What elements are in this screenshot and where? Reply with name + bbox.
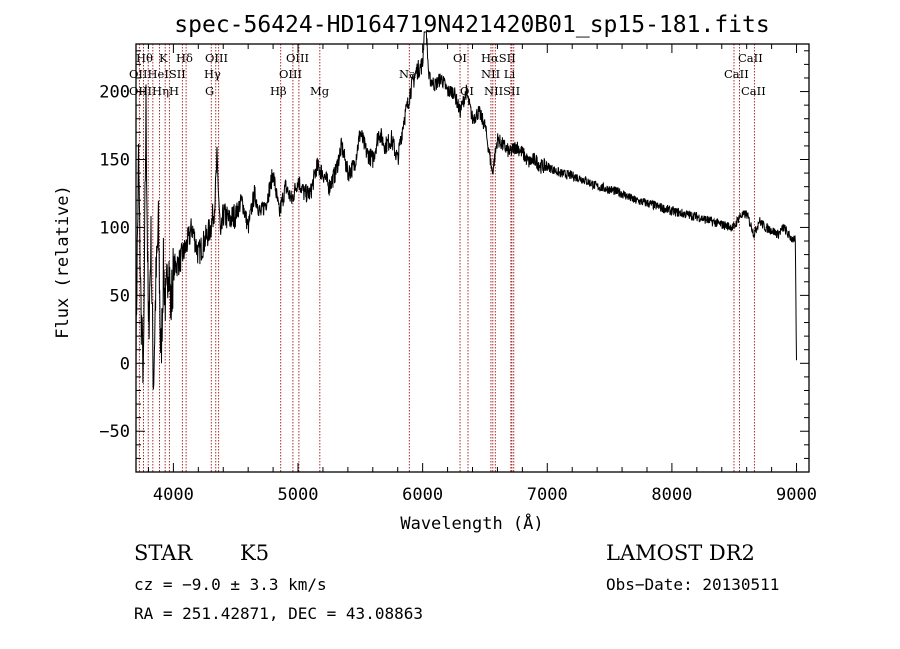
plot-frame [135, 43, 810, 473]
line-label: OIIIHηH [129, 84, 179, 98]
line-label: HαSII [481, 51, 516, 65]
observation-date: Obs−Date: 20130511 [606, 575, 779, 594]
x-tick-label: 5000 [278, 485, 319, 505]
line-label: NIISII [484, 84, 520, 98]
y-axis-label: Flux (relative) [53, 185, 73, 339]
line-label: Na [399, 67, 416, 81]
y-tick-label: 0 [120, 354, 130, 374]
line-label: Mg [310, 84, 330, 98]
line-label: OIIHeISII [129, 67, 186, 81]
object-subclass: K5 [240, 541, 269, 565]
x-axis: 4000 5000 6000 7000 8000 9000 [147, 44, 817, 505]
line-label: OIII [279, 67, 302, 81]
y-tick-label: 50 [110, 286, 130, 306]
line-label: OI [460, 84, 474, 98]
coordinates: RA = 251.42871, DEC = 43.08863 [134, 604, 423, 623]
line-label: CaII [724, 67, 749, 81]
line-label: Hγ [204, 67, 221, 81]
line-label: Hδ [176, 51, 193, 65]
x-tick-label: 8000 [651, 485, 692, 505]
line-label: OI [453, 51, 467, 65]
x-tick-label: 7000 [527, 485, 568, 505]
chart-title: spec-56424-HD164719N421420B01_sp15-181.f… [174, 12, 769, 38]
line-label: Hθ [136, 51, 153, 65]
spectrum-series [135, 31, 797, 390]
y-tick-label: 150 [99, 150, 130, 170]
x-axis-label: Wavelength (Å) [400, 512, 543, 534]
y-axis: −50 0 50 100 150 200 [99, 50, 809, 459]
y-tick-label: −50 [99, 422, 130, 442]
line-label: Hβ [270, 84, 287, 98]
line-label: K [159, 51, 168, 65]
x-tick-label: 6000 [402, 485, 443, 505]
y-tick-label: 200 [99, 83, 130, 103]
line-label: CaII [738, 51, 763, 65]
spectrum-line [135, 31, 797, 390]
x-tick-label: 4000 [153, 485, 194, 505]
survey-name: LAMOST DR2 [606, 541, 755, 565]
line-label: NII Li [481, 67, 515, 81]
spectrum-info: STAR K5 LAMOST DR2 cz = −9.0 ± 3.3 km/s … [134, 541, 779, 623]
line-label: OIII [286, 51, 309, 65]
x-tick-label: 9000 [776, 485, 817, 505]
line-label: CaII [741, 84, 766, 98]
line-labels: Hθ K Hδ OIII OIII OI HαSII CaII OIIHeISI… [129, 51, 766, 98]
line-label: OIII [205, 51, 228, 65]
redshift-value: cz = −9.0 ± 3.3 km/s [134, 575, 327, 594]
line-label: G [205, 84, 214, 98]
emission-line-markers [138, 44, 755, 472]
y-tick-label: 100 [99, 218, 130, 238]
object-class: STAR [134, 541, 193, 565]
